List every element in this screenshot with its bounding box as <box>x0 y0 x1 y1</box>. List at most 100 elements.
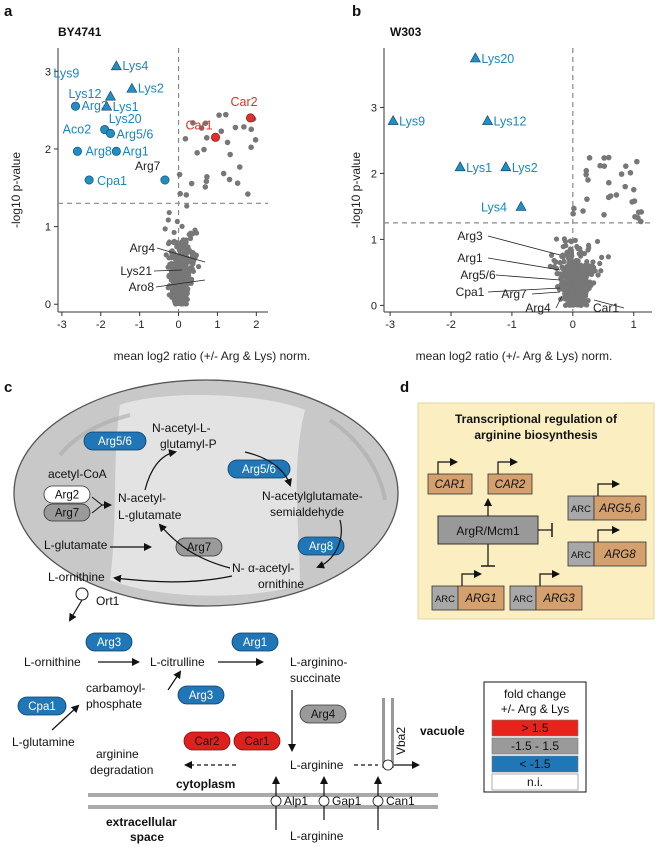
l-glutamate: L-glutamate <box>44 538 108 552</box>
scatter-point <box>635 209 642 216</box>
scatter-point <box>248 126 255 133</box>
enzyme-car2 <box>183 731 231 751</box>
scatter-point <box>579 251 585 257</box>
scatter-point <box>571 205 577 212</box>
point-label: Lys1 <box>466 161 492 175</box>
scatter-point <box>171 229 177 236</box>
can1-label: Can1 <box>386 794 415 808</box>
highlight-point-lys1 <box>454 161 466 172</box>
scatter-point <box>183 237 189 243</box>
scatter-point <box>245 191 251 197</box>
enzyme-cpa1-label: Cpa1 <box>28 701 56 713</box>
scatter-point <box>585 247 591 253</box>
scatter-point <box>180 241 186 247</box>
scatter-point <box>591 280 597 286</box>
scatter-point <box>568 256 574 262</box>
enzyme-arg56-b-label: Arg5/6 <box>242 464 276 476</box>
legend-title-2: +/- Arg & Lys <box>501 702 570 716</box>
enzyme-arg7-a-label: Arg7 <box>55 508 79 520</box>
scatter-point <box>568 292 574 298</box>
enzyme-arg4 <box>299 704 347 724</box>
point-label: Lys20 <box>109 112 142 126</box>
panel-a-letter: a <box>4 3 13 20</box>
enzyme-arg8 <box>297 536 345 556</box>
scatter-point <box>555 271 562 277</box>
l-ornithine-mito: L-ornithine <box>48 570 105 584</box>
enzyme-car1-label: Car1 <box>245 736 270 748</box>
point-label: Arg1 <box>122 144 148 158</box>
scatter-point <box>174 218 180 225</box>
scatter-point <box>193 230 200 236</box>
panel-d-letter: d <box>400 379 409 396</box>
enzyme-arg3-b-label: Arg3 <box>189 690 213 702</box>
n-acetyl-l-glutamate-1: N-acetyl- <box>118 491 166 505</box>
gene-car1-label: CAR1 <box>435 479 466 491</box>
scatter-point <box>182 297 189 303</box>
callout-label: Arg3 <box>457 229 483 243</box>
scatter-point <box>601 212 607 218</box>
carbamoyl-phosphate-2: phosphate <box>86 697 142 711</box>
scatter-point <box>178 288 184 294</box>
enzyme-car1 <box>233 731 281 751</box>
x-tick-label: -2 <box>96 319 106 331</box>
plasma-membrane-inner <box>88 805 438 809</box>
scatter-point <box>174 300 180 306</box>
scatter-point <box>563 243 569 249</box>
panel-d-title-2: arginine biosynthesis <box>474 428 598 442</box>
arc-arg56 <box>567 495 595 521</box>
n-acetyl-glutamyl-p-2: glutamyl-P <box>160 437 217 451</box>
gene-arg3-label: ARG3 <box>542 593 575 605</box>
scatter-point <box>630 186 637 193</box>
scatter-point <box>574 295 580 301</box>
scatter-point <box>586 155 593 161</box>
y-tick-label: 0 <box>45 299 51 311</box>
argr-mcm1-box <box>437 515 539 545</box>
highlight-point-lys9 <box>387 114 399 125</box>
scatter-point <box>165 264 171 270</box>
point-label: Lys4 <box>481 200 507 214</box>
callout-label: Arg1 <box>457 251 483 265</box>
scatter-point <box>560 284 566 291</box>
y-tick-label: 3 <box>45 66 51 78</box>
semialdehyde-1: N-acetylglutamate- <box>262 489 363 503</box>
scatter-point <box>177 295 183 302</box>
scatter-point <box>613 192 620 198</box>
scatter-point <box>582 299 588 305</box>
scatter-point <box>178 271 184 277</box>
scatter-point <box>597 260 603 267</box>
n-acetyl-ornithine-1: N- α-acetyl- <box>232 561 294 575</box>
point-label: Arg3 <box>82 99 108 113</box>
point-label: Arg8 <box>85 144 111 158</box>
scatter-point <box>223 111 229 118</box>
scatter-point <box>174 253 180 259</box>
point-label: Arg7 <box>135 159 161 173</box>
panel-c: c Arg5/6 N-acetyl-L- glutamyl-P Arg5/6 a… <box>4 379 465 844</box>
scatter-point <box>182 135 189 142</box>
scatter-point <box>170 270 176 276</box>
point-label: Lys1 <box>113 100 139 114</box>
scatter-point <box>203 134 210 141</box>
enzyme-arg1 <box>231 632 279 652</box>
scatter-point <box>585 283 591 289</box>
scatter-point <box>565 252 571 258</box>
scatter-point <box>252 137 259 143</box>
scatter-point <box>198 125 205 131</box>
point-label: Lys2 <box>512 161 538 175</box>
gene-car2 <box>487 473 533 495</box>
scatter-point <box>605 254 611 260</box>
scatter-point <box>631 198 638 204</box>
scatter-point <box>204 173 210 180</box>
callout-label: Cpa1 <box>456 285 485 299</box>
background-points <box>547 154 645 308</box>
enzyme-arg7-b-label: Arg7 <box>187 542 211 554</box>
scatter-point <box>585 264 591 270</box>
callout-label: Arg7 <box>501 287 527 301</box>
scatter-point <box>638 218 644 225</box>
scatter-point <box>571 280 577 287</box>
scatter-point <box>194 150 200 156</box>
point-label: Arg5/6 <box>117 127 154 141</box>
panel-b-strain: W303 <box>390 25 422 39</box>
scatter-point <box>627 169 634 176</box>
scatter-point <box>572 237 578 244</box>
